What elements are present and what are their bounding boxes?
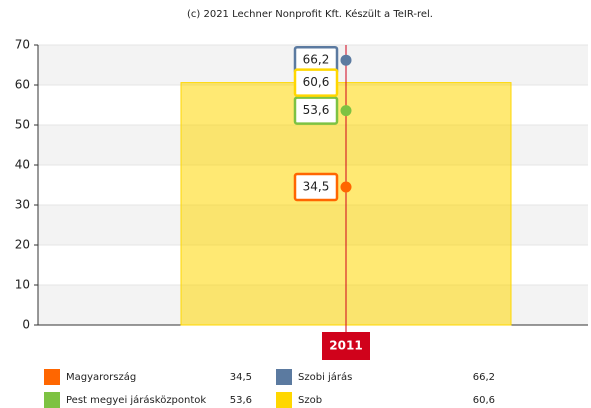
point [340, 105, 352, 117]
y-tick-label: 50 [15, 118, 30, 132]
legend-value: 66,2 [473, 372, 495, 383]
chart-title: (c) 2021 Lechner Nonprofit Kft. Készült … [187, 8, 433, 20]
point [340, 181, 352, 193]
y-tick-label: 30 [15, 198, 30, 212]
y-tick-label: 40 [15, 158, 30, 172]
value-label: 66,2 [303, 53, 330, 67]
legend-value: 60,6 [473, 395, 495, 406]
x-tick-box [322, 332, 370, 360]
y-tick-label: 60 [15, 78, 30, 92]
legend-value: 34,5 [230, 372, 252, 383]
value-label-box [293, 96, 339, 125]
value-label: 53,6 [303, 103, 330, 117]
value-label-box [293, 172, 339, 202]
y-tick-label: 70 [15, 38, 30, 52]
legend-label: Pest megyei járásközpontok [66, 394, 206, 406]
legend-swatch [44, 392, 60, 408]
legend-swatch [276, 392, 292, 408]
value-label: 60,6 [303, 75, 330, 89]
value-label-box [293, 68, 339, 97]
x-tick-label: 2011 [329, 339, 362, 353]
legend-swatch [276, 369, 292, 385]
legend-swatch [44, 369, 60, 385]
legend-label: Szob [298, 395, 322, 406]
y-tick-label: 0 [22, 318, 30, 332]
y-tick-label: 10 [15, 278, 30, 292]
point [340, 54, 352, 66]
legend-value: 53,6 [230, 395, 252, 406]
legend-label: Szobi járás [298, 371, 352, 383]
y-tick-label: 20 [15, 238, 30, 252]
legend-label: Magyarország [66, 371, 136, 383]
value-label: 34,5 [303, 180, 330, 194]
